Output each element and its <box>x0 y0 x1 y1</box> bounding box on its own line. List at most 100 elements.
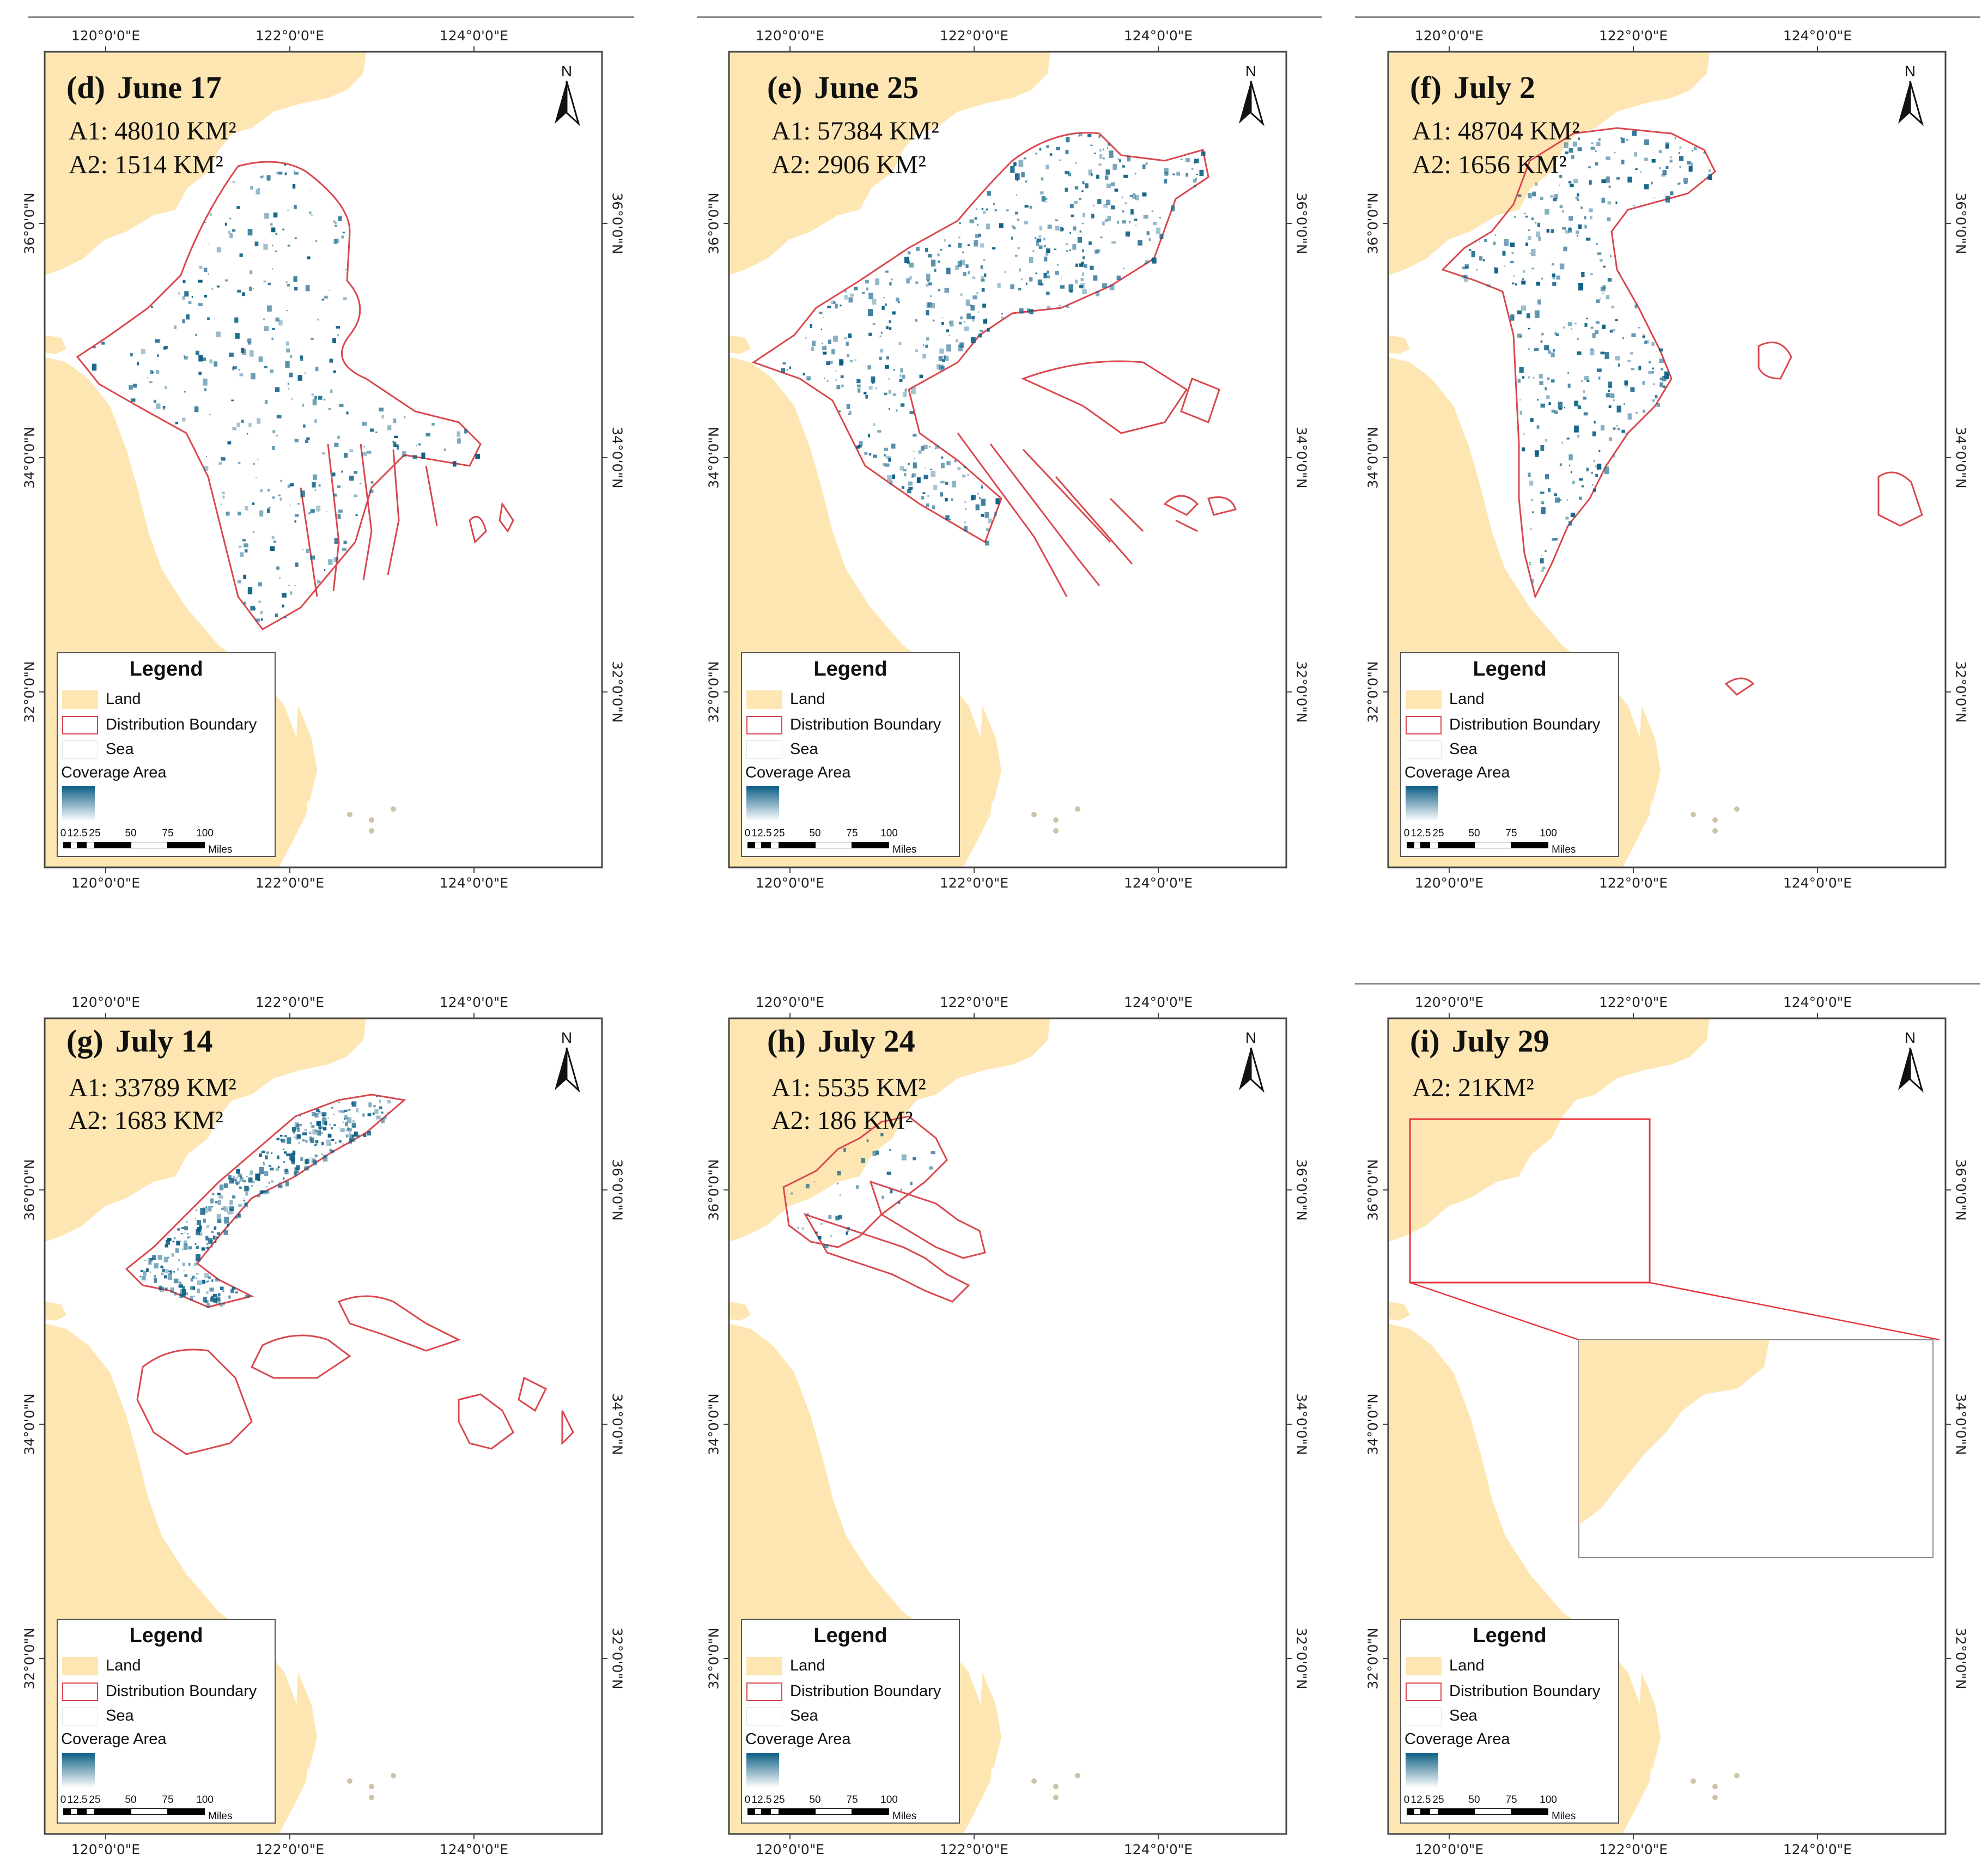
coverage-patch <box>1130 209 1134 214</box>
coverage-patch <box>182 296 185 300</box>
coverage-patch <box>289 591 293 595</box>
coverage-patch <box>1025 282 1028 285</box>
coverage-patch <box>868 386 873 390</box>
coverage-patch <box>881 331 883 334</box>
coverage-patch <box>373 1104 376 1108</box>
scale-segment <box>1421 842 1430 848</box>
coverage-patch <box>857 388 861 393</box>
map-panel: 120°0'0"E 120°0'0"E 122°0'0"E 122°0'0"E 124°… <box>22 28 625 891</box>
coverage-patch <box>1571 155 1574 160</box>
coverage-patch <box>1577 351 1582 355</box>
coverage-patch <box>209 414 211 416</box>
coverage-patch <box>1708 169 1711 173</box>
coverage-patch <box>300 357 303 361</box>
distribution-boundary <box>1175 519 1198 532</box>
coverage-patch <box>1545 550 1547 552</box>
map-panel: 120°0'0"E 120°0'0"E 122°0'0"E 122°0'0"E 124°… <box>706 994 1310 1857</box>
coverage-patch <box>1145 162 1148 165</box>
coverage-patch <box>232 1195 236 1199</box>
coverage-patch <box>1561 441 1563 444</box>
coverage-patch <box>1610 393 1615 398</box>
legend-boundary-swatch <box>746 1682 782 1701</box>
coverage-patch <box>1559 205 1563 209</box>
legend-box: Legend Land Distribution Boundary Sea Covera… <box>57 1619 276 1824</box>
coverage-patch <box>1667 377 1669 380</box>
legend-sea-swatch <box>62 1707 98 1726</box>
coverage-patch <box>154 1278 157 1283</box>
coverage-patch <box>856 1185 859 1189</box>
coverage-patch <box>182 1249 184 1250</box>
legend-sea-swatch <box>1406 740 1442 759</box>
coverage-patch <box>182 1286 185 1290</box>
map-frame <box>728 1017 1287 1835</box>
scale-segment <box>1474 1808 1511 1815</box>
lat-label-right: 36°0'0"N <box>609 1159 625 1221</box>
coverage-patch <box>908 487 913 490</box>
coverage-patch <box>1556 275 1561 280</box>
coverage-patch <box>297 1127 300 1133</box>
scale-unit: Miles <box>1552 1811 1576 1822</box>
lon-label-bottom: 124°0'0"E <box>1783 875 1852 891</box>
coverage-patch <box>926 503 929 507</box>
coverage-patch <box>957 467 961 471</box>
coverage-patch <box>363 1133 366 1135</box>
coverage-patch <box>1479 256 1483 261</box>
coverage-patch <box>822 351 827 355</box>
coverage-patch <box>1553 198 1557 202</box>
coverage-patch <box>314 489 317 491</box>
coverage-patch <box>1065 243 1068 246</box>
coverage-patch <box>268 1181 270 1184</box>
coverage-patch <box>404 416 406 418</box>
coverage-patch <box>1484 239 1487 242</box>
coverage-patch <box>289 372 293 378</box>
coverage-patch <box>1596 142 1601 146</box>
coverage-patch <box>264 213 269 219</box>
coverage-patch <box>886 1171 891 1175</box>
coverage-patch <box>223 1206 225 1208</box>
coverage-patch <box>1591 472 1593 475</box>
lat-label-right: 32°0'0"N <box>609 661 625 723</box>
coverage-patch <box>329 359 333 363</box>
coverage-patch <box>215 1241 217 1243</box>
coverage-patch <box>218 1195 223 1199</box>
coverage-patch <box>1662 375 1667 381</box>
coverage-patch <box>1013 162 1017 167</box>
lat-label-left: 34°0'0"N <box>21 427 38 489</box>
coverage-patch <box>184 391 186 393</box>
coverage-patch <box>1515 283 1517 286</box>
coverage-patch <box>1555 333 1559 336</box>
coverage-patch <box>200 1208 205 1215</box>
coverage-patch <box>994 512 997 517</box>
coverage-patch <box>334 442 339 447</box>
coverage-patch <box>359 483 362 484</box>
scale-segment <box>852 1808 889 1815</box>
coverage-patch <box>1529 562 1531 563</box>
coverage-patch <box>1634 304 1638 309</box>
coverage-patch <box>932 505 935 509</box>
coverage-patch <box>203 1207 208 1214</box>
coverage-patch <box>1043 272 1047 278</box>
scale-label: 12.5 <box>67 1794 88 1806</box>
lon-label-top: 120°0'0"E <box>1414 994 1484 1010</box>
inset-land <box>1579 1340 1770 1525</box>
coverage-patch <box>154 1275 156 1278</box>
coverage-patch <box>247 587 253 594</box>
coverage-patch <box>1525 242 1528 246</box>
coverage-patch <box>272 245 273 246</box>
coverage-patch <box>813 1181 815 1183</box>
coverage-patch <box>287 484 290 488</box>
coverage-patch <box>252 502 255 505</box>
coverage-patch <box>242 539 246 542</box>
coverage-patch <box>287 209 289 211</box>
coverage-patch <box>129 385 133 390</box>
coverage-patch <box>977 311 980 313</box>
coverage-patch <box>206 1247 209 1249</box>
coverage-patch <box>296 1123 300 1127</box>
coverage-patch <box>183 1243 188 1250</box>
coverage-patch <box>1011 236 1013 240</box>
coverage-patch <box>864 392 867 394</box>
coverage-patch <box>969 219 975 223</box>
coverage-patch <box>1039 147 1042 151</box>
coverage-patch <box>199 265 203 269</box>
lat-label-right: 34°0'0"N <box>609 427 625 489</box>
